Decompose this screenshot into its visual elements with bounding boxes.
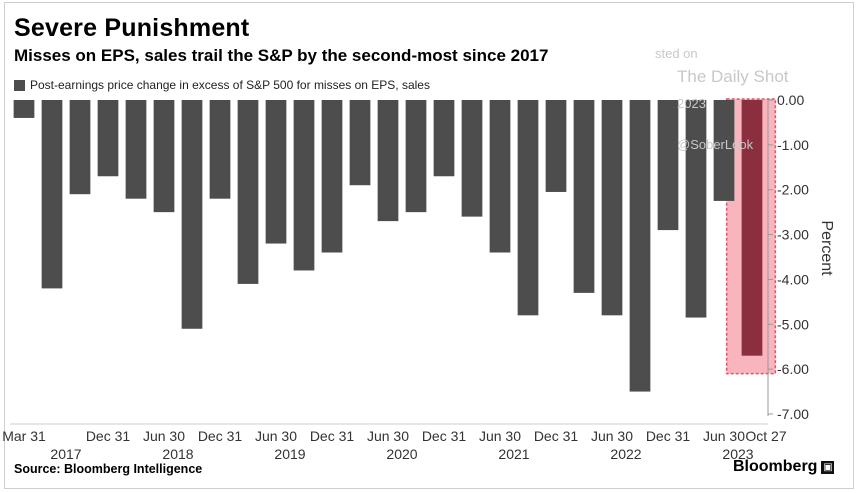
bar xyxy=(97,100,119,177)
brand-name: Bloomberg xyxy=(733,458,818,475)
bar xyxy=(713,100,735,201)
x-year-label: 2022 xyxy=(610,446,641,462)
x-tick-label: Jun 30 xyxy=(479,428,521,444)
y-tick-label: -5.00 xyxy=(777,316,809,332)
watermark-posted: sted on xyxy=(655,46,698,61)
x-tick-label: Jun 30 xyxy=(367,428,409,444)
x-tick-label: Jun 30 xyxy=(591,428,633,444)
legend-swatch xyxy=(14,79,25,91)
bar xyxy=(601,100,623,316)
watermark-date: 2023 xyxy=(677,96,706,111)
source-note: Source: Bloomberg Intelligence xyxy=(14,462,203,476)
bar xyxy=(629,100,651,392)
chart-subtitle: Misses on EPS, sales trail the S&P by th… xyxy=(14,46,549,65)
chart-frame xyxy=(4,2,854,489)
y-tick-label: -4.00 xyxy=(777,271,809,287)
y-tick-label: 0.00 xyxy=(777,92,804,108)
x-tick-label: Dec 31 xyxy=(310,428,355,444)
bar xyxy=(517,100,539,316)
y-axis-title: Percent xyxy=(818,220,835,276)
bar xyxy=(377,100,399,222)
bar xyxy=(181,100,203,329)
x-tick-label: Dec 31 xyxy=(86,428,131,444)
bar xyxy=(69,100,91,195)
bar xyxy=(13,100,35,118)
bar xyxy=(489,100,511,253)
x-tick-label: Dec 31 xyxy=(422,428,467,444)
x-year-label: 2018 xyxy=(162,446,193,462)
y-tick-label: -6.00 xyxy=(777,361,809,377)
bar xyxy=(461,100,483,217)
bar xyxy=(405,100,427,213)
x-tick-label: Dec 31 xyxy=(646,428,691,444)
chart-title: Severe Punishment xyxy=(14,14,250,42)
watermark-site: The Daily Shot xyxy=(677,67,789,86)
x-tick-label: Dec 31 xyxy=(198,428,243,444)
x-tick-label: Jun 30 xyxy=(255,428,297,444)
bar xyxy=(125,100,147,199)
x-year-label: 2017 xyxy=(50,446,81,462)
bar xyxy=(293,100,315,271)
bar xyxy=(349,100,371,186)
bar xyxy=(657,100,679,231)
x-tick-label: Dec 31 xyxy=(534,428,579,444)
bar xyxy=(237,100,259,284)
y-tick-label: -3.00 xyxy=(777,227,809,243)
legend: Post-earnings price change in excess of … xyxy=(14,78,430,92)
bloomberg-terminal-icon: ▣ xyxy=(821,460,835,474)
bar xyxy=(573,100,595,293)
x-tick-label: Oct 27 xyxy=(745,428,786,444)
bar xyxy=(741,100,763,356)
bar xyxy=(433,100,455,177)
x-year-label: 2023 xyxy=(722,446,753,462)
watermark-handle: @SoberLook xyxy=(677,137,754,152)
bar xyxy=(545,100,567,192)
x-year-label: 2019 xyxy=(274,446,305,462)
x-tick-label: Mar 31 xyxy=(2,428,46,444)
x-tick-label: Jun 30 xyxy=(143,428,185,444)
y-tick-label: -7.00 xyxy=(777,406,809,422)
y-tick-label: -2.00 xyxy=(777,182,809,198)
bar xyxy=(41,100,63,289)
y-tick-label: -1.00 xyxy=(777,137,809,153)
x-tick-label: Jun 30 xyxy=(703,428,745,444)
legend-label: Post-earnings price change in excess of … xyxy=(30,78,430,92)
brand-logo: Bloomberg ▣ xyxy=(733,458,835,476)
bar xyxy=(685,100,707,318)
bar xyxy=(321,100,343,253)
x-year-label: 2020 xyxy=(386,446,417,462)
bar xyxy=(153,100,175,213)
x-year-label: 2021 xyxy=(498,446,529,462)
bar xyxy=(265,100,287,244)
bar xyxy=(209,100,231,199)
